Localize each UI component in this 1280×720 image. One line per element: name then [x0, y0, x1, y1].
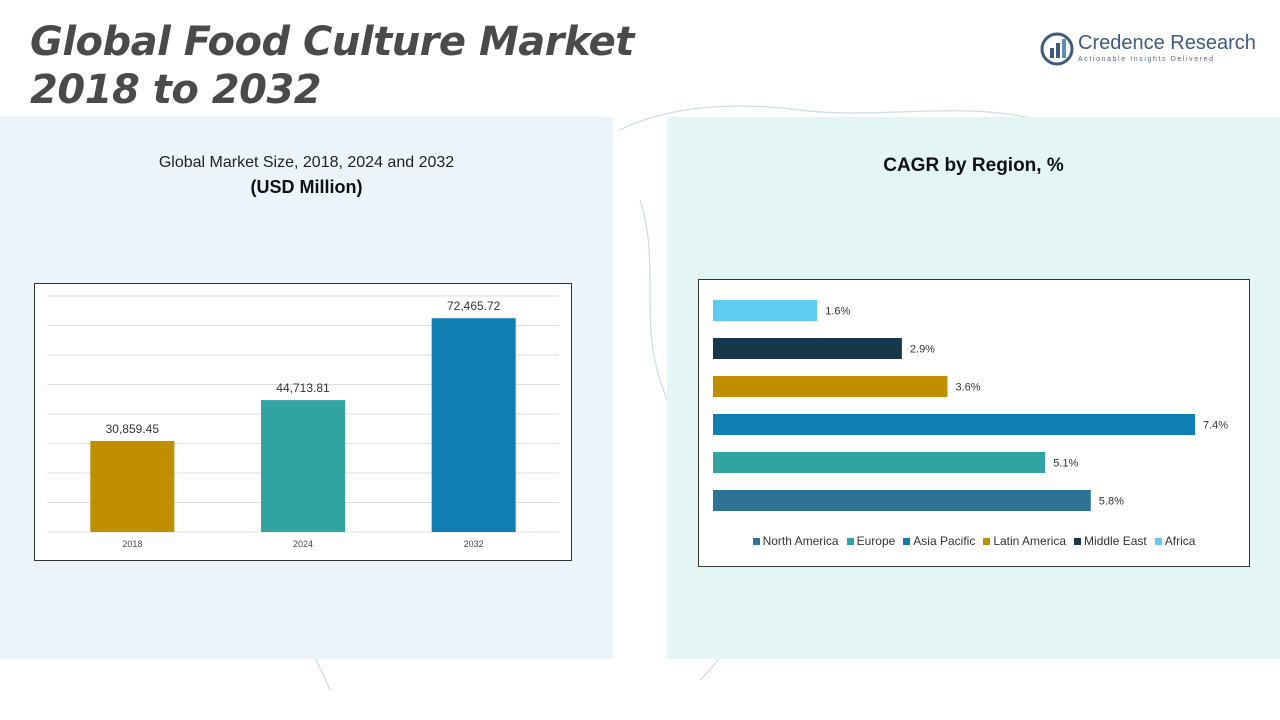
legend-label: Middle East: [1084, 534, 1147, 548]
legend-swatch: [1154, 537, 1162, 545]
hbar-north-america: [713, 490, 1091, 511]
page-title-line-1: Global Food Culture Market: [30, 19, 634, 65]
legend-label: Latin America: [993, 534, 1067, 548]
legend-item: Middle East: [1074, 534, 1147, 548]
market-size-unit: (USD Million): [250, 177, 363, 197]
cagr-chart-frame: 1.6% 2.9% 3.6% 7.4% 5.1% 5.8% North America Eu…: [698, 279, 1250, 567]
page-title-line-2: 2018 to 2032: [30, 67, 322, 113]
legend-item: Asia Pacific: [903, 534, 975, 548]
cagr-title: CAGR by Region, %: [883, 155, 1064, 176]
logo-tagline: Actionable Insights Delivered: [1078, 56, 1215, 63]
hbar-value-label: 3.6%: [955, 382, 980, 394]
hbar-latin-america: [713, 376, 948, 397]
page-title: Global Food Culture Market 2018 to 2032: [30, 18, 634, 114]
hbar-asia-pacific: [713, 414, 1195, 435]
company-logo: Credence Research Actionable Insights De…: [1040, 30, 1260, 70]
legend-swatch: [983, 537, 991, 545]
x-tick-label: 2032: [464, 539, 484, 549]
hbar-value-label: 7.4%: [1203, 420, 1228, 432]
market-size-chart-frame: 30,859.45 2018 44,713.81 2024 72,465.72 2032: [34, 283, 572, 561]
bar-value-label: 72,465.72: [447, 299, 501, 313]
legend-swatch: [752, 537, 760, 545]
hbar-value-label: 2.9%: [910, 344, 935, 356]
bar-2024: [261, 400, 345, 532]
bar-2018: [90, 440, 175, 532]
market-size-panel: Global Market Size, 2018, 2024 and 2032 …: [0, 117, 613, 659]
cagr-panel: CAGR by Region, % 1.6% 2.9% 3.6% 7.4% 5.1% 5.…: [667, 117, 1280, 659]
hbar-value-label: 5.8%: [1099, 496, 1124, 508]
market-size-subtitle: Global Market Size, 2018, 2024 and 2032: [158, 154, 455, 171]
hbar-value-label: 5.1%: [1053, 458, 1078, 470]
legend-item: Latin America: [983, 534, 1066, 548]
hbar-value-label: 1.6%: [825, 306, 850, 318]
logo-name: Credence Research: [1078, 32, 1256, 54]
legend-item: Africa: [1154, 534, 1196, 548]
x-tick-label: 2024: [293, 539, 313, 549]
hbar-africa: [713, 300, 818, 321]
bar-chart-logo-icon: [1040, 32, 1074, 66]
legend-label: Europe: [856, 534, 896, 548]
legend-swatch: [903, 537, 911, 545]
legend-label: Africa: [1164, 534, 1196, 548]
legend-label: North America: [762, 534, 839, 548]
legend-label: Asia Pacific: [913, 534, 976, 548]
market-size-bar-chart: 30,859.45 2018 44,713.81 2024 72,465.72 2032: [47, 295, 559, 549]
hbar-middle-east: [713, 338, 902, 359]
cagr-legend: North America Europe Asia Pacific Latin Ame…: [699, 534, 1249, 548]
legend-swatch: [1074, 537, 1082, 545]
bar-value-label: 44,713.81: [276, 381, 330, 395]
x-tick-label: 2018: [122, 539, 142, 549]
legend-swatch: [846, 537, 854, 545]
legend-item: Europe: [846, 534, 896, 548]
legend-item: North America: [752, 534, 839, 548]
hbar-europe: [713, 452, 1046, 473]
bar-value-label: 30,859.45: [106, 422, 160, 436]
bar-2032: [431, 318, 516, 532]
cagr-bar-chart: 1.6% 2.9% 3.6% 7.4% 5.1% 5.8%: [713, 300, 1228, 511]
